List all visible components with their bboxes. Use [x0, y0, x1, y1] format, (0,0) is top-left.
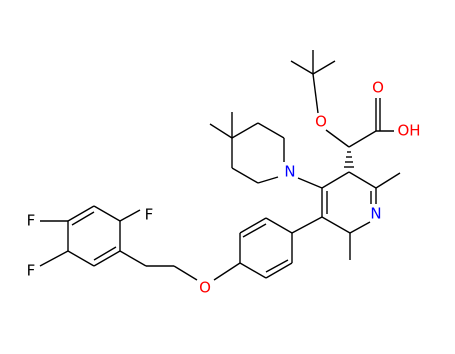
bond [231, 122, 259, 139]
bond [312, 73, 319, 114]
bonds [39, 50, 401, 281]
bond [265, 262, 293, 279]
bond [173, 265, 198, 281]
bond [257, 176, 279, 184]
bond [321, 216, 351, 234]
bond [375, 172, 401, 189]
atom-label: F [27, 262, 36, 280]
bond [71, 211, 95, 226]
bond [312, 60, 336, 75]
bond [349, 221, 371, 234]
atom-label: N [370, 205, 381, 223]
bond [239, 217, 267, 234]
bond [93, 205, 121, 222]
bond [291, 216, 323, 234]
atom-label: O [199, 279, 211, 297]
bond [39, 250, 69, 267]
bond [93, 250, 121, 267]
atom-label: O [315, 113, 327, 131]
bond [119, 209, 141, 222]
bond [265, 259, 289, 273]
bond [67, 250, 95, 267]
bond [67, 205, 95, 222]
bond [242, 223, 267, 238]
atom-label: F [27, 212, 36, 230]
atom-label: N [284, 163, 295, 181]
bond [119, 250, 147, 267]
bond [290, 60, 314, 75]
bond [257, 122, 285, 139]
bond [297, 177, 323, 189]
atom-label: OH [397, 122, 420, 140]
bond [325, 129, 350, 148]
atom-label: F [145, 206, 154, 224]
bond [348, 130, 377, 148]
bond [213, 262, 241, 281]
bond [93, 246, 117, 261]
atom-label: O [372, 79, 384, 97]
bond [209, 123, 233, 139]
bond [239, 262, 267, 279]
bond [348, 171, 377, 189]
bond [231, 167, 259, 184]
bond [321, 171, 350, 189]
bond [265, 217, 293, 234]
